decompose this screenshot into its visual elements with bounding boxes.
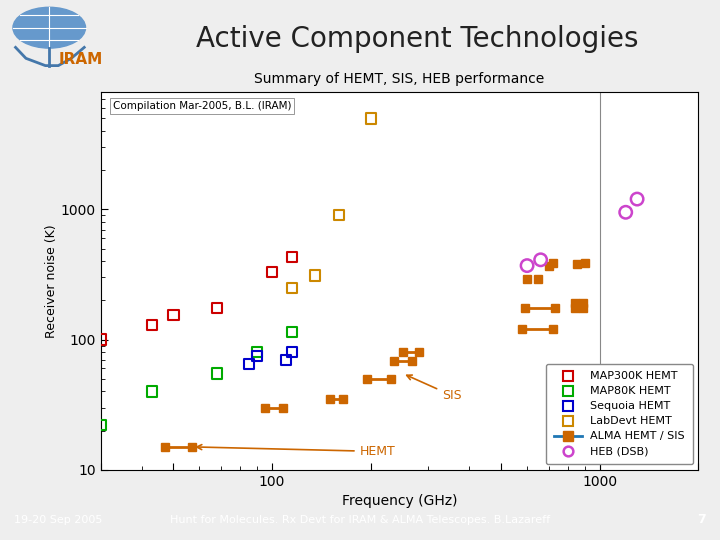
Point [212, 369, 223, 377]
Circle shape [13, 7, 86, 48]
Point [287, 348, 298, 356]
Point [212, 303, 223, 312]
Point [287, 327, 298, 336]
Text: Active Component Technologies: Active Component Technologies [197, 25, 639, 52]
Text: 7: 7 [697, 513, 706, 526]
Point [95, 335, 107, 344]
Text: Compilation Mar-2005, B.L. (IRAM): Compilation Mar-2005, B.L. (IRAM) [113, 102, 292, 111]
Text: Hunt for Molecules. Rx Devt for IRAM & ALMA Telescopes. B.Lazareff: Hunt for Molecules. Rx Devt for IRAM & A… [170, 515, 550, 525]
Point [535, 255, 546, 264]
Point [243, 360, 255, 368]
Title: Summary of HEMT, SIS, HEB performance: Summary of HEMT, SIS, HEB performance [254, 72, 545, 86]
Text: IRAM: IRAM [58, 52, 102, 68]
Point [333, 211, 345, 220]
Text: HEMT: HEMT [197, 444, 395, 458]
Point [309, 271, 320, 280]
Text: 19-20 Sep 2005: 19-20 Sep 2005 [14, 515, 103, 525]
Legend: MAP300K HEMT, MAP80K HEMT, Sequoia HEMT, LabDevt HEMT, ALMA HEMT / SIS, HEB (DSB: MAP300K HEMT, MAP80K HEMT, Sequoia HEMT,… [546, 363, 693, 464]
Point [287, 284, 298, 292]
Point [620, 208, 631, 217]
Point [266, 268, 278, 276]
Point [168, 310, 179, 319]
Y-axis label: Receiver noise (K): Receiver noise (K) [45, 224, 58, 338]
Point [631, 195, 643, 204]
Point [146, 320, 158, 329]
X-axis label: Frequency (GHz): Frequency (GHz) [342, 494, 457, 508]
Point [365, 114, 377, 123]
Point [521, 261, 533, 270]
Point [251, 348, 263, 356]
Point [251, 352, 263, 360]
Text: SIS: SIS [407, 375, 462, 402]
Point [280, 355, 292, 364]
Point [287, 253, 298, 261]
Point [146, 387, 158, 396]
Point [95, 421, 107, 429]
